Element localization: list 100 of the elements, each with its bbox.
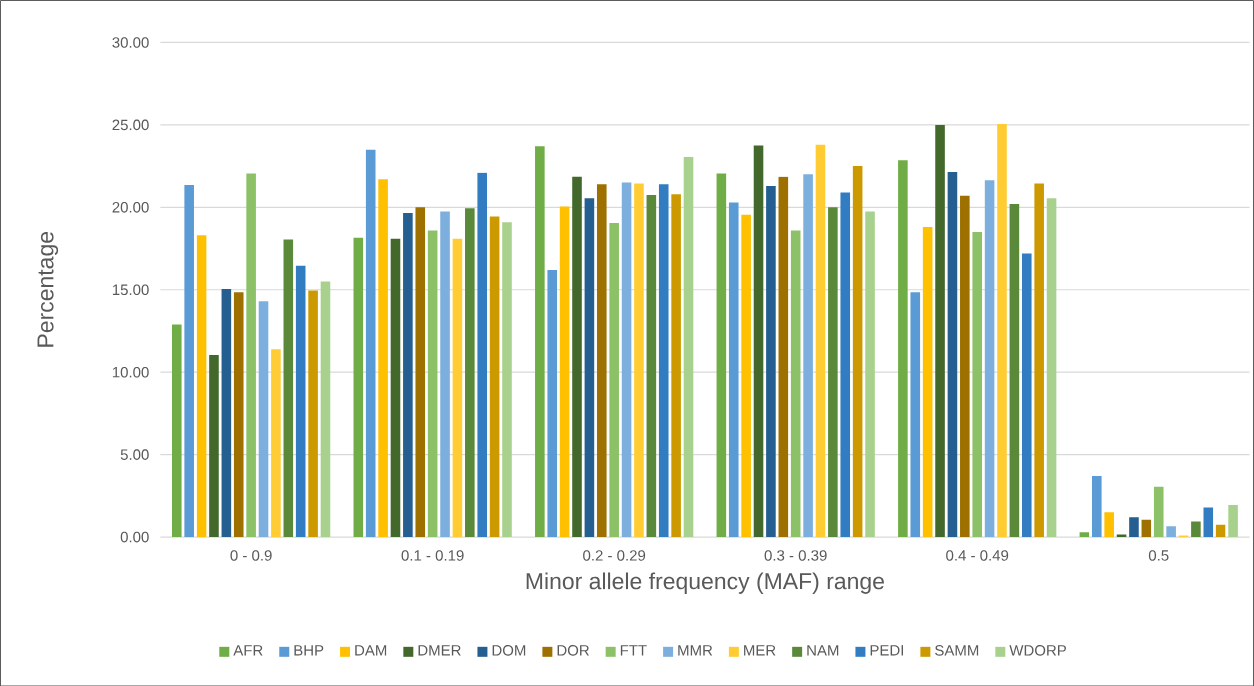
bar <box>972 231 983 537</box>
legend-label: NAM <box>807 644 839 656</box>
bar <box>1228 504 1238 537</box>
legend-label: MMR <box>678 644 713 656</box>
y-tick-label: 10.00 <box>112 366 149 378</box>
bar <box>283 239 294 537</box>
bar <box>1203 507 1214 537</box>
bar <box>828 207 838 537</box>
x-tick-label: 0.1 - 0.19 <box>401 549 464 561</box>
bar <box>815 144 826 537</box>
bar <box>440 211 450 537</box>
bar <box>572 176 582 537</box>
bar <box>1141 519 1152 537</box>
bar <box>728 202 739 537</box>
bar <box>753 145 764 537</box>
legend-label: FTT <box>620 644 647 656</box>
bar <box>535 146 545 537</box>
bar <box>295 265 306 537</box>
bar <box>1046 198 1057 537</box>
bar <box>803 174 813 537</box>
bar <box>172 324 182 537</box>
legend-label: SAMM <box>935 644 979 656</box>
y-axis-title: Percentage <box>37 231 59 347</box>
bar <box>184 184 194 537</box>
bar <box>1166 526 1176 537</box>
y-tick-label: 20.00 <box>112 201 149 213</box>
bar <box>840 192 851 537</box>
bar <box>320 281 331 537</box>
bar <box>778 176 789 537</box>
bar <box>403 212 413 537</box>
bar <box>922 226 933 537</box>
bar <box>502 221 512 537</box>
y-tick-label: 25.00 <box>112 119 149 130</box>
bar <box>233 292 244 537</box>
x-tick-label: 0.2 - 0.29 <box>583 549 646 561</box>
bar <box>477 172 488 537</box>
bar <box>246 173 256 537</box>
bar <box>415 207 426 537</box>
bar <box>716 173 727 537</box>
bar <box>935 124 945 537</box>
bar <box>766 185 776 537</box>
legend-label: DOM <box>492 644 526 656</box>
bar <box>1191 521 1201 537</box>
bar <box>1009 203 1020 537</box>
bar <box>1079 531 1090 537</box>
bar <box>790 230 801 537</box>
legend-label: DAM <box>355 644 387 656</box>
x-tick-label: 0.5 <box>1148 549 1169 561</box>
bar <box>646 194 657 537</box>
bar <box>984 179 995 537</box>
bar <box>609 222 619 537</box>
bar <box>865 211 875 537</box>
x-tick-label: 0.3 - 0.39 <box>764 549 827 561</box>
bar <box>353 237 364 537</box>
bar <box>427 230 438 537</box>
bar <box>997 123 1007 537</box>
y-tick-label: 15.00 <box>112 284 149 295</box>
bar <box>271 348 281 537</box>
bar <box>947 171 958 537</box>
bar <box>1104 512 1114 537</box>
legend-label: AFR <box>233 644 263 656</box>
bar <box>621 182 632 537</box>
bar <box>584 198 595 537</box>
legend-label: MER <box>744 644 776 656</box>
bar <box>1034 183 1044 537</box>
y-tick-label: 5.00 <box>120 449 149 460</box>
bar <box>378 179 388 537</box>
bar <box>960 195 970 537</box>
bar <box>1021 253 1032 537</box>
legend-label: BHP <box>294 644 324 656</box>
legend-label: DOR <box>557 644 589 656</box>
bar <box>658 184 669 537</box>
bar <box>308 290 318 537</box>
bar <box>390 238 401 537</box>
bar <box>1153 486 1164 537</box>
bar <box>365 149 376 537</box>
bar <box>671 193 681 537</box>
bar <box>221 288 232 537</box>
x-tick-label: 0 - 0.9 <box>230 549 272 561</box>
legend-label: DMER <box>418 644 461 656</box>
bar <box>910 292 921 537</box>
bar <box>209 354 219 537</box>
legend-label: PEDI <box>870 644 904 656</box>
bar <box>1091 475 1102 537</box>
bar <box>898 160 908 537</box>
y-tick-label: 0.00 <box>120 531 149 543</box>
bar <box>465 207 475 537</box>
bar <box>741 214 751 537</box>
legend-label: WDORP <box>1009 644 1066 656</box>
bar <box>596 184 607 537</box>
x-tick-label: 0.4 - 0.49 <box>946 549 1009 561</box>
bar <box>489 216 500 537</box>
y-tick-label: 30.00 <box>112 36 149 48</box>
bar <box>683 156 694 537</box>
bar <box>547 269 558 537</box>
x-axis-title: Minor allele frequency (MAF) range <box>526 572 884 594</box>
bar <box>196 235 207 537</box>
bar <box>1215 524 1226 537</box>
bar <box>1129 517 1139 537</box>
bar <box>852 165 863 537</box>
